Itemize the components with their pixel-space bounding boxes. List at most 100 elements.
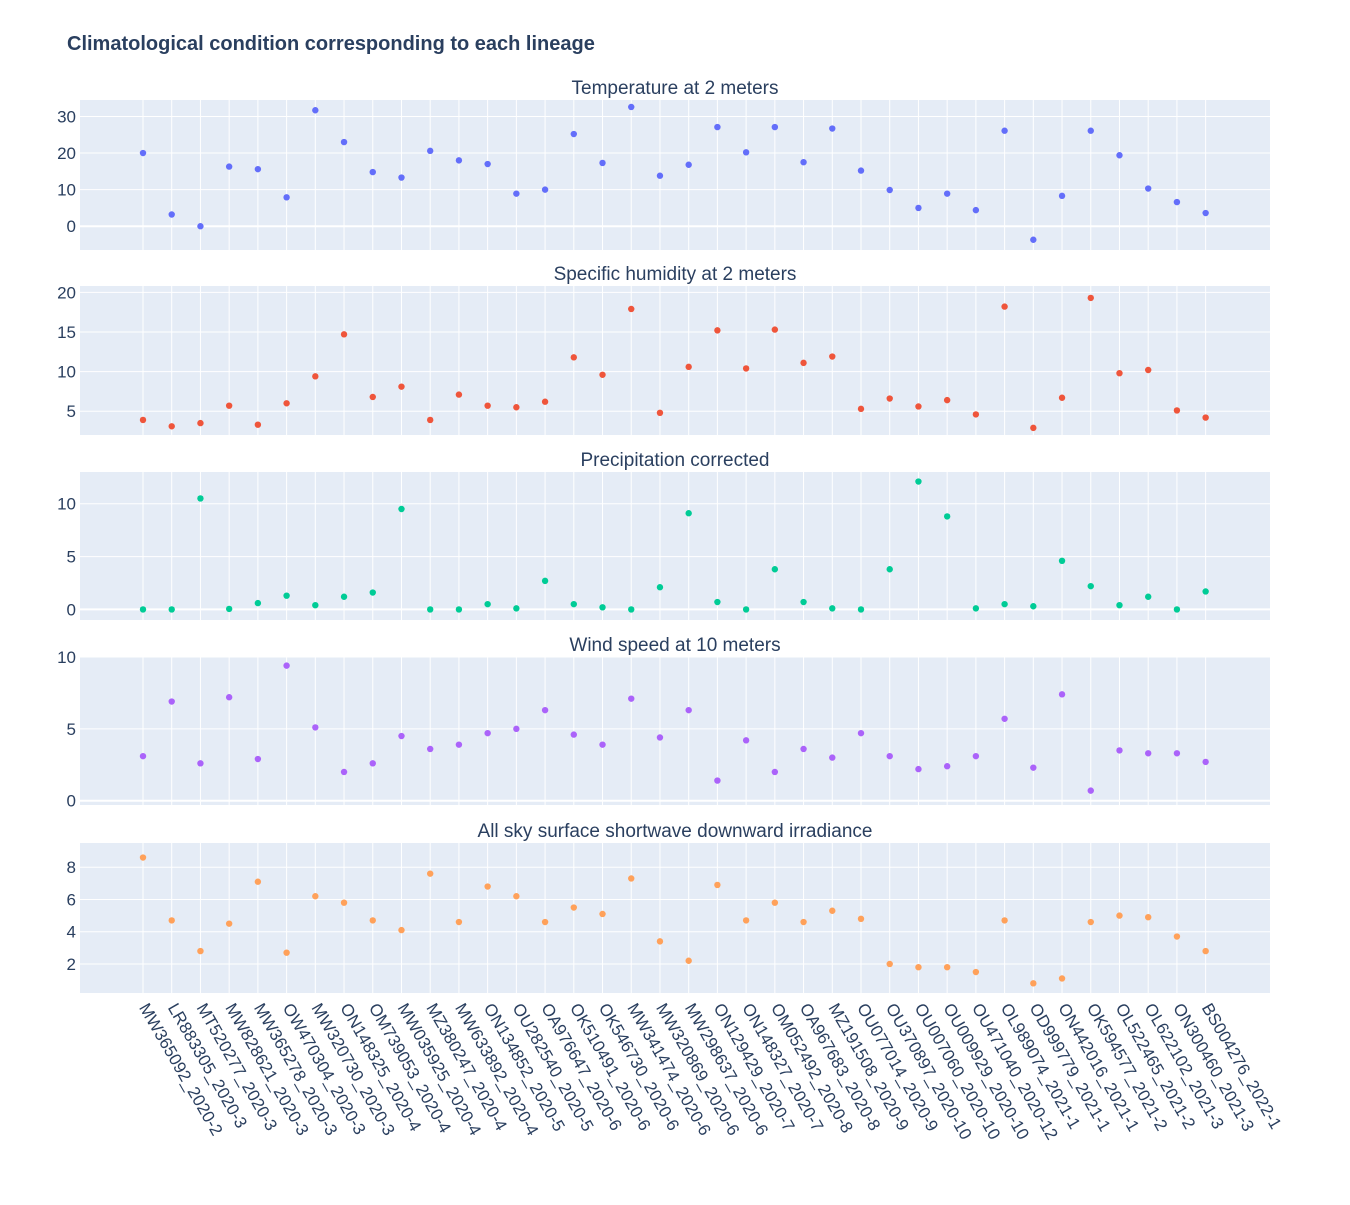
data-point [168, 917, 175, 924]
data-point [455, 741, 463, 748]
data-point [1087, 787, 1094, 794]
data-point [771, 326, 779, 333]
data-point [742, 606, 750, 613]
data-point [829, 907, 836, 914]
data-point [139, 606, 147, 613]
data-point [427, 745, 434, 753]
data-point [886, 752, 893, 760]
data-point [1173, 198, 1181, 206]
y-tick-label: 10 [57, 495, 76, 514]
data-point [685, 161, 692, 168]
data-point [369, 393, 376, 401]
data-point [1145, 593, 1152, 600]
data-point [742, 737, 750, 744]
data-point [1087, 582, 1094, 590]
panel-background [80, 657, 1270, 805]
data-point [656, 734, 664, 741]
data-point [943, 963, 951, 971]
data-point [829, 754, 836, 761]
data-point [1202, 758, 1209, 766]
data-point [168, 423, 175, 430]
data-point [225, 605, 233, 613]
data-point [513, 725, 520, 733]
data-point [829, 125, 836, 132]
data-point [742, 365, 750, 372]
y-tick-label: 2 [67, 955, 76, 974]
data-point [513, 404, 520, 411]
data-point [628, 606, 635, 613]
y-tick-label: 5 [67, 402, 76, 421]
data-point [455, 157, 463, 164]
data-point [915, 963, 922, 971]
data-point [599, 371, 606, 378]
data-point [628, 875, 635, 882]
data-point [628, 103, 635, 111]
data-point [139, 149, 147, 157]
data-point [570, 731, 577, 738]
data-point [1087, 294, 1094, 302]
data-point [1116, 152, 1123, 159]
data-point [541, 706, 549, 714]
data-point [628, 305, 635, 313]
data-point [254, 755, 262, 763]
data-point [599, 910, 606, 918]
y-tick-label: 8 [67, 858, 76, 877]
data-point [886, 566, 893, 573]
data-point [742, 149, 750, 156]
data-point [1058, 192, 1066, 200]
data-point [800, 359, 807, 367]
data-point [972, 605, 980, 612]
data-point [398, 926, 405, 934]
data-point [570, 600, 577, 608]
data-point [197, 223, 204, 230]
data-point [1001, 600, 1008, 608]
data-point [599, 159, 606, 167]
data-point [312, 893, 319, 900]
data-point [427, 870, 434, 877]
data-point [1173, 750, 1181, 757]
data-point [1202, 209, 1209, 217]
data-point [254, 599, 262, 607]
data-point [254, 421, 262, 428]
chart-title: Climatological condition corresponding t… [67, 33, 595, 55]
data-point [369, 760, 376, 767]
data-point [1030, 236, 1037, 243]
data-point [800, 745, 807, 753]
y-tick-label: 0 [67, 600, 76, 619]
y-tick-label: 10 [57, 648, 76, 667]
data-point [714, 327, 721, 334]
data-point [427, 416, 434, 424]
data-point [340, 899, 348, 906]
data-point [599, 604, 606, 611]
data-point [1087, 127, 1094, 134]
data-point [570, 904, 577, 911]
data-point [972, 752, 980, 760]
data-point [283, 194, 290, 201]
data-point [369, 917, 376, 924]
data-point [1030, 764, 1037, 771]
data-point [771, 899, 779, 906]
data-point [800, 158, 807, 166]
data-point [1087, 918, 1094, 926]
data-point [398, 505, 405, 513]
data-point [1030, 603, 1037, 610]
y-tick-label: 5 [67, 720, 76, 739]
data-point [1116, 747, 1123, 754]
data-point [915, 403, 922, 410]
subplot-title: Precipitation corrected [580, 450, 769, 471]
data-point [225, 920, 233, 927]
data-point [714, 777, 721, 784]
data-point [312, 373, 319, 380]
data-point [1202, 588, 1209, 595]
data-point [915, 204, 922, 212]
data-point [685, 706, 692, 714]
data-point [886, 395, 893, 402]
data-point [570, 354, 577, 361]
data-point [197, 760, 204, 767]
data-point [513, 605, 520, 612]
data-point [628, 695, 635, 702]
data-point [225, 402, 233, 409]
data-point [1173, 606, 1181, 613]
data-point [427, 606, 434, 613]
data-point [915, 765, 922, 773]
